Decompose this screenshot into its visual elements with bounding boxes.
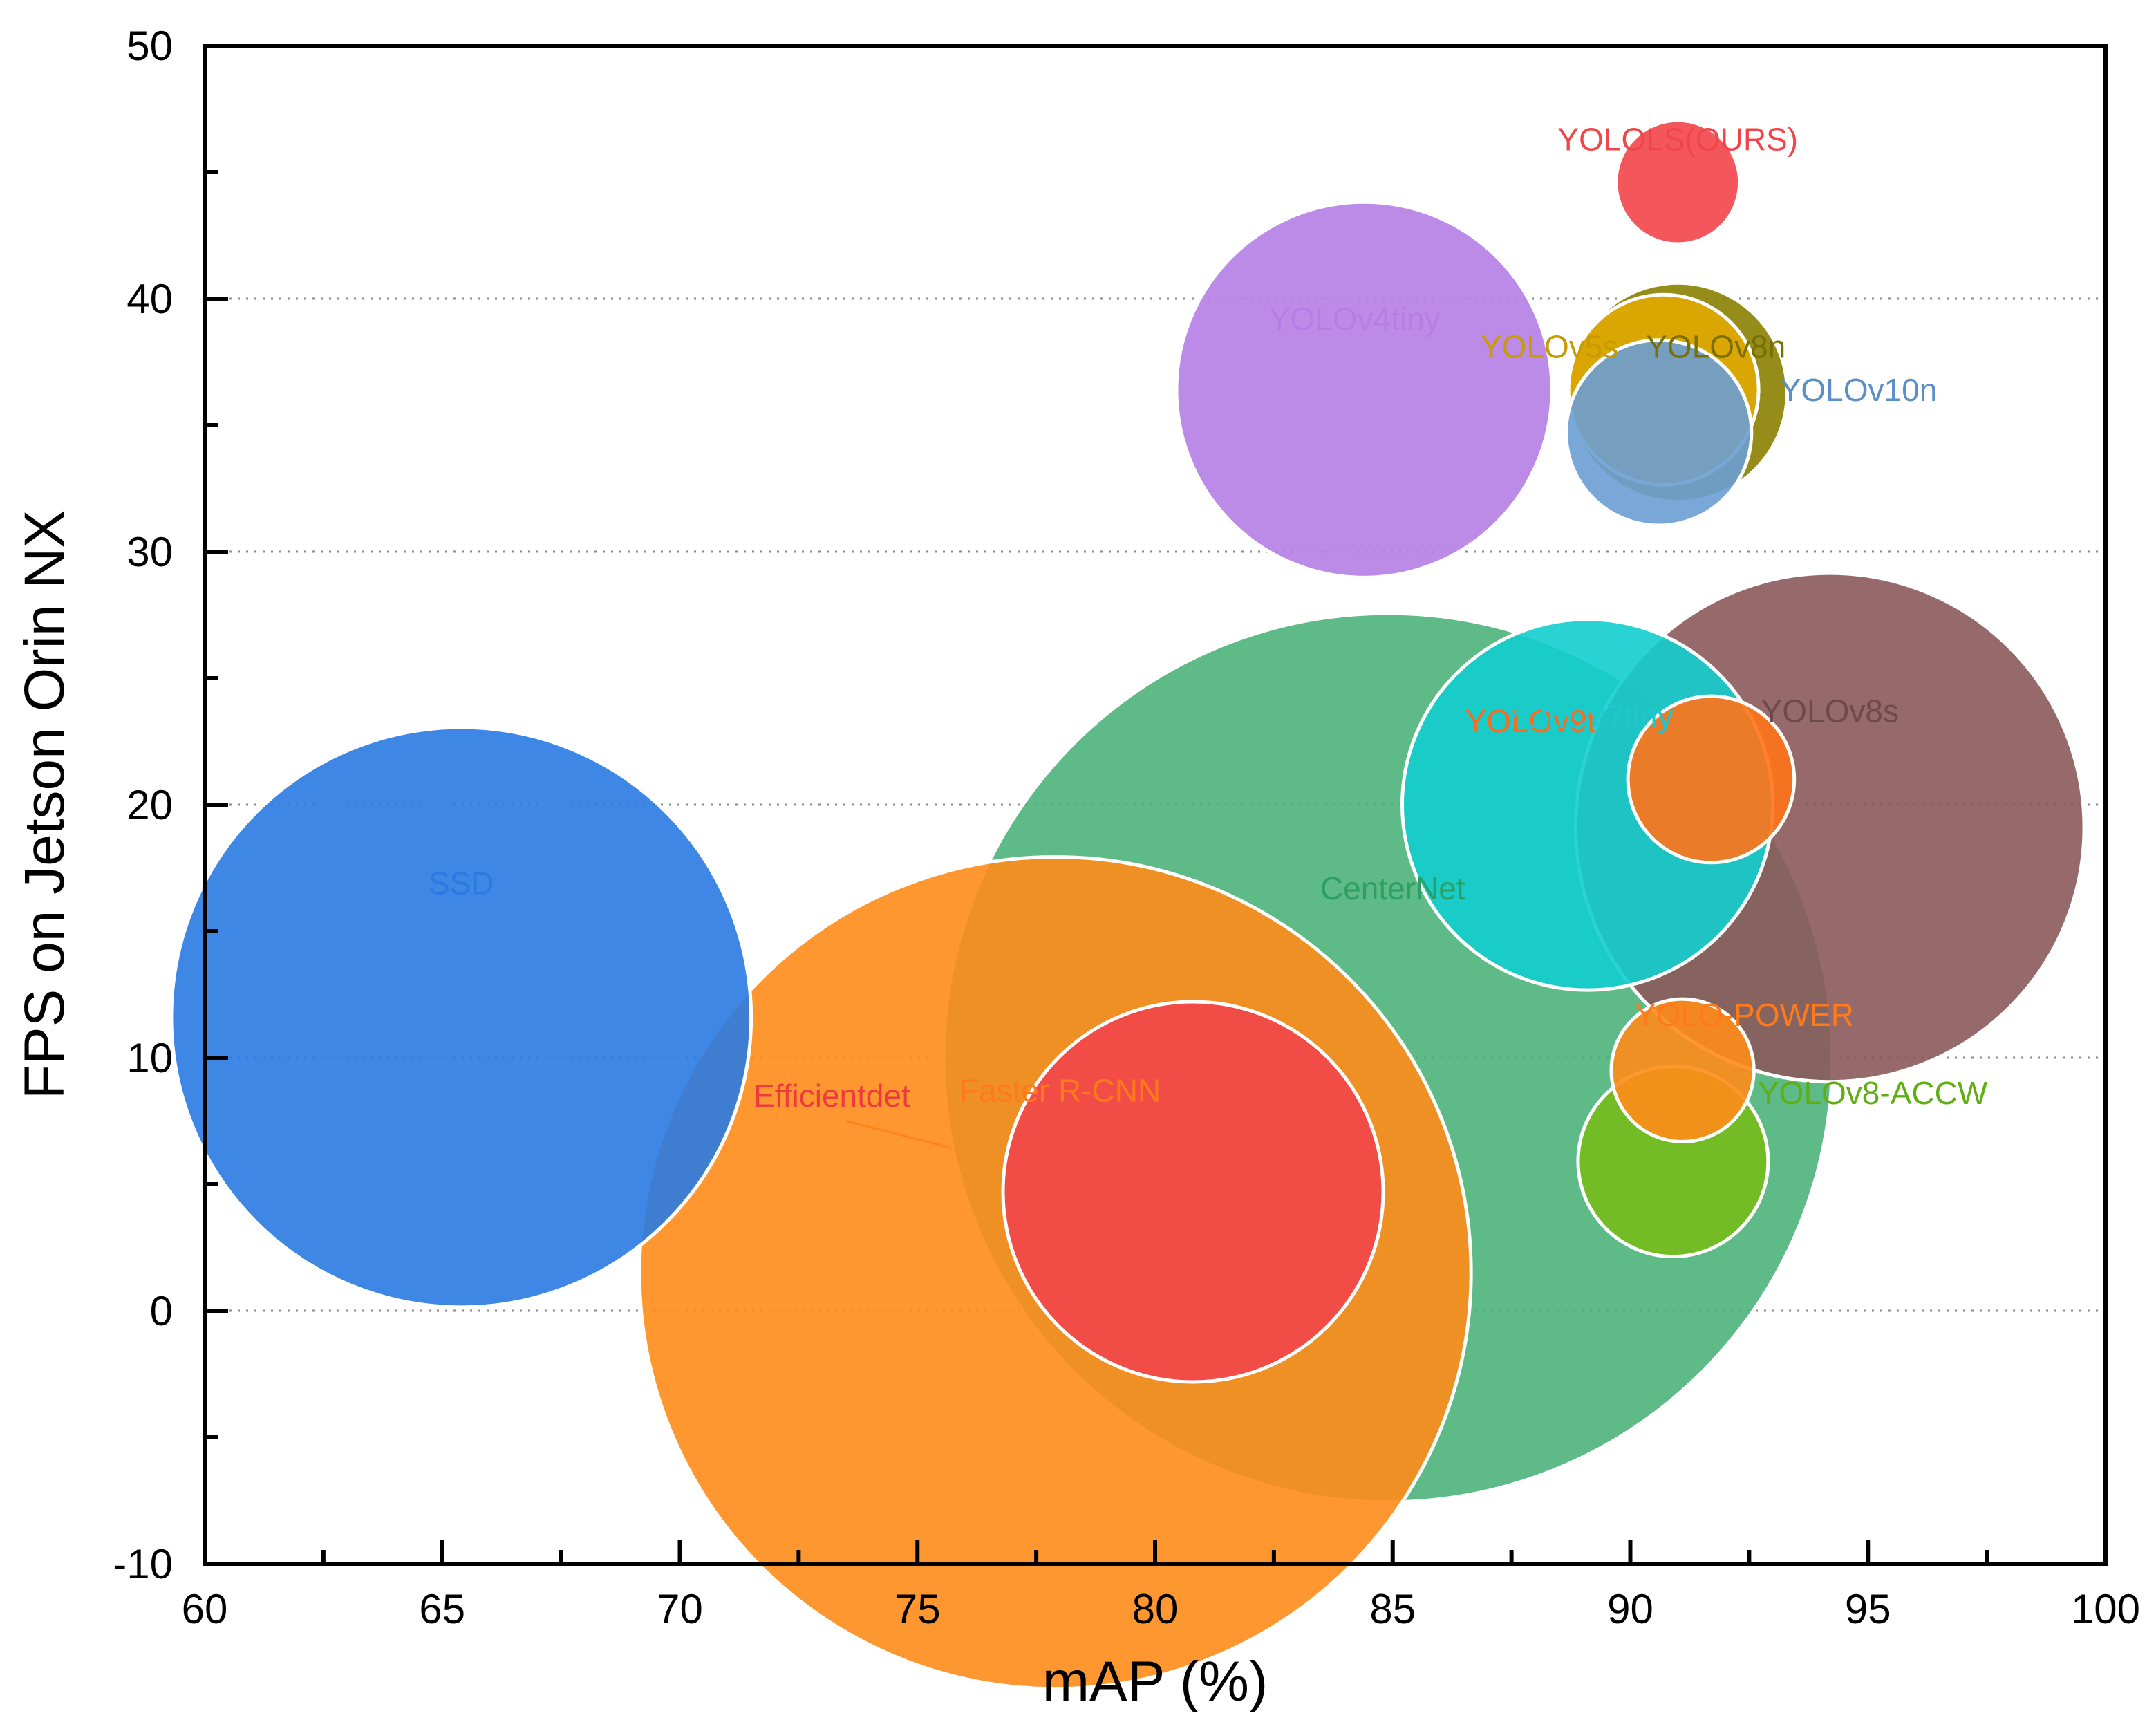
label-faster-r-cnn: Faster R-CNN	[959, 1073, 1161, 1109]
label-centernet: CenterNet	[1320, 870, 1465, 906]
bubble-ssd	[169, 725, 753, 1309]
label-yolov8-accw: YOLOv8-ACCW	[1758, 1075, 1988, 1111]
y-tick-label: 0	[150, 1288, 173, 1334]
label-yolov10n: YOLOv10n	[1780, 372, 1938, 408]
label-yolo-power: YOLO-POWER	[1635, 997, 1854, 1033]
label-yolov9t: YOLOv9t	[1465, 703, 1596, 739]
label-yolov8s: YOLOv8s	[1761, 693, 1899, 729]
x-tick-label: 90	[1607, 1586, 1653, 1632]
x-tick-label: 85	[1369, 1586, 1416, 1632]
y-tick-label: 40	[126, 276, 173, 322]
x-tick-label: 60	[182, 1586, 228, 1632]
y-tick-label: 50	[126, 23, 173, 69]
y-tick-label: 30	[126, 529, 173, 575]
axis-ticks: 60 65 70 75 80 85 90 95 100 -10 0 10 20 30 40 50	[113, 23, 2140, 1632]
x-tick-label: 75	[894, 1586, 941, 1632]
label-yolov4tiny: YOLOv4tiny	[1269, 301, 1441, 337]
bubble-yolols-ours-	[1614, 118, 1742, 246]
bubble-yolov10n	[1564, 338, 1754, 527]
x-tick-label: 80	[1132, 1586, 1179, 1632]
x-tick-label: 100	[2071, 1586, 2140, 1632]
x-tick-label: 70	[657, 1586, 703, 1632]
x-tick-label: 65	[419, 1586, 465, 1632]
bubble-yolo-power	[1609, 997, 1756, 1143]
label-yolov5s: YOLOv5s	[1481, 329, 1618, 365]
bubbles	[169, 118, 2086, 1691]
y-tick-label: 20	[126, 782, 173, 828]
label-ssd: SSD	[429, 865, 494, 901]
x-axis-title: mAP (%)	[1042, 1650, 1268, 1713]
y-tick-label: 10	[126, 1035, 173, 1081]
label-yolov7tiny: YOLOv7tiny	[1502, 698, 1674, 734]
label-yolov8n: YOLOv8n	[1646, 329, 1785, 365]
bubble-efficientdet	[1001, 1000, 1385, 1384]
label-efficientdet: Efficientdet	[753, 1078, 910, 1114]
y-axis-title: FPS on Jetson Orin NX	[13, 510, 76, 1099]
bubble-yolov4tiny	[1174, 200, 1554, 579]
bubble-labels: YOLOLS(OURS) YOLOv4tiny YOLOv5s YOLOv8n YOLO…	[429, 121, 1988, 1113]
y-tick-label: -10	[113, 1541, 173, 1587]
x-tick-label: 95	[1845, 1586, 1891, 1632]
label-yolols-ours-: YOLOLS(OURS)	[1557, 121, 1798, 157]
bubble-yolov9t	[1626, 694, 1797, 865]
